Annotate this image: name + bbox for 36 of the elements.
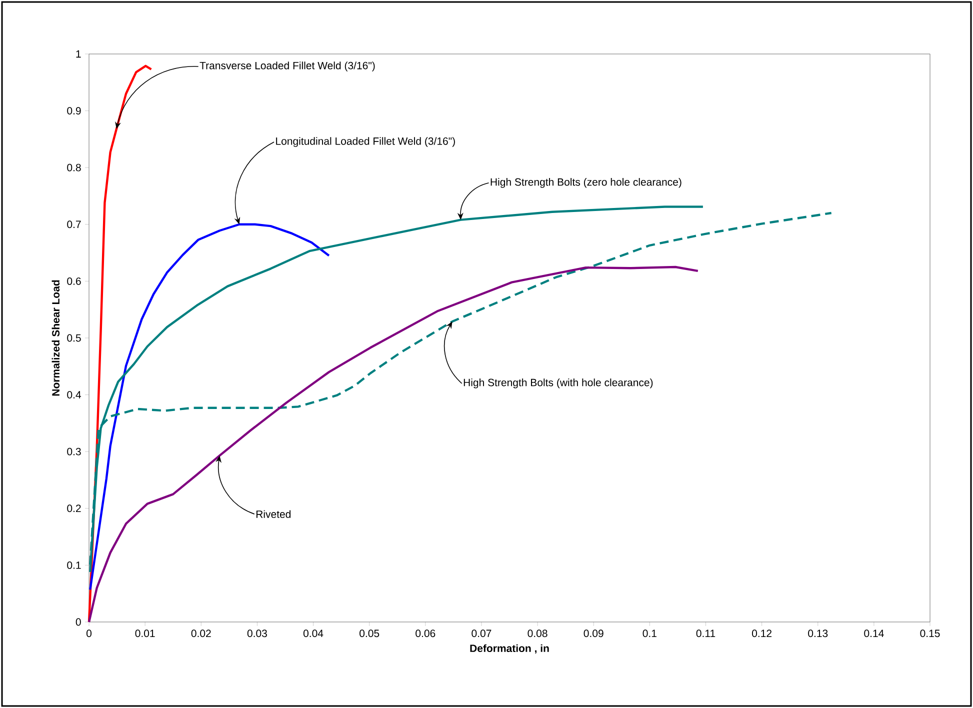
y-tick-label: 0.4: [67, 391, 81, 399]
y-tick-label: 0.6: [67, 277, 81, 285]
annotation: High Strength Bolts (with hole clearance): [464, 378, 653, 388]
x-tick-label: 0.15: [920, 630, 940, 638]
x-tick-label: 0.1: [642, 630, 656, 638]
line-series: [88, 64, 152, 624]
x-tick-label: 0.05: [360, 630, 380, 638]
x-tick-label: 0.08: [528, 630, 548, 638]
x-tick-label: 0.04: [303, 630, 324, 638]
x-tick-label: 0.11: [696, 630, 716, 638]
annotation: High Strength Bolts (zero hole clearance): [490, 178, 682, 188]
y-tick-label: 0.3: [67, 448, 81, 456]
annotation: Longitudinal Loaded Fillet Weld (3/16"): [276, 137, 455, 147]
x-tick-label: 0.14: [864, 630, 884, 638]
x-tick-label: 0.12: [752, 630, 772, 638]
x-tick-label: 0.02: [191, 630, 211, 638]
y-tick-label: 0.8: [67, 164, 81, 172]
x-axis-title: Deformation , in: [470, 644, 549, 654]
x-tick-label: 0.07: [472, 630, 492, 638]
x-tick-label: 0.01: [135, 630, 155, 638]
y-tick-label: 0.9: [67, 107, 81, 115]
y-axis-title: Normalized Shear Load: [52, 280, 60, 396]
y-tick-label: 0.5: [67, 334, 81, 342]
y-tick-label: 0.7: [67, 220, 81, 228]
annotation: Riveted: [256, 510, 291, 518]
line-series: [88, 266, 699, 624]
y-tick-label: 0.2: [67, 504, 81, 512]
x-tick-label: 0.06: [416, 630, 436, 638]
x-tick-label: 0.03: [247, 630, 267, 638]
y-tick-label: 0: [76, 618, 81, 626]
annotation: Transverse Loaded Fillet Weld (3/16"): [200, 62, 375, 72]
x-tick-label: 0.09: [584, 630, 604, 638]
x-tick-label: 0.13: [808, 630, 828, 638]
x-tick-label: 0: [86, 630, 92, 638]
y-tick-label: 0.1: [67, 561, 81, 569]
y-tick-label: 1: [76, 50, 81, 58]
